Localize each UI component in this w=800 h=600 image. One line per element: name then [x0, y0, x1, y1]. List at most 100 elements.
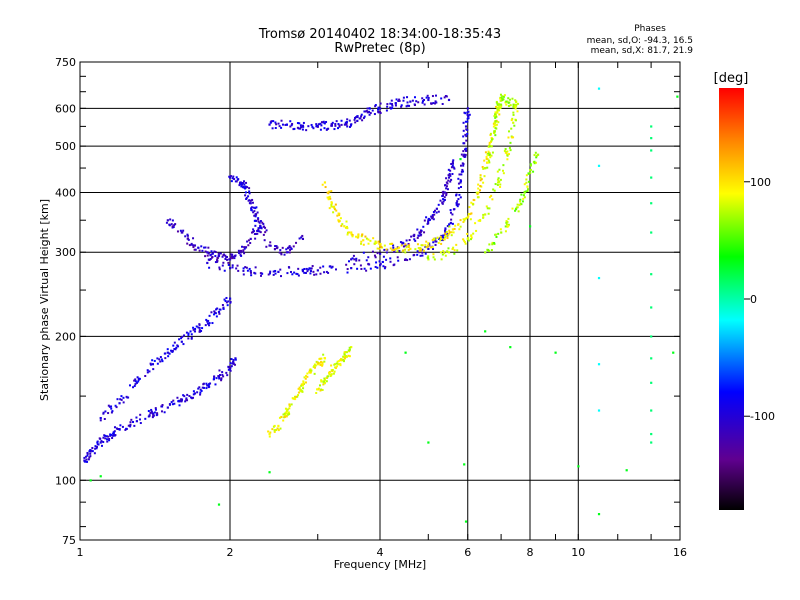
data-point [209, 254, 212, 257]
data-point [533, 162, 536, 165]
data-point [204, 324, 207, 327]
data-point [257, 227, 260, 230]
data-point [389, 247, 392, 250]
data-point [421, 248, 424, 251]
data-point [597, 363, 601, 366]
data-point [231, 257, 234, 260]
data-point [440, 239, 443, 242]
data-point [442, 193, 445, 196]
data-point [265, 245, 268, 248]
data-point [476, 193, 479, 196]
data-point [217, 252, 220, 255]
data-point [499, 185, 502, 188]
data-point [269, 431, 272, 434]
data-point [313, 364, 316, 367]
data-point [331, 121, 334, 124]
data-point [461, 168, 464, 171]
data-point [171, 350, 174, 353]
data-point [198, 329, 201, 332]
data-point [150, 408, 153, 411]
data-point [509, 141, 512, 144]
data-point [301, 268, 304, 271]
data-point [217, 375, 220, 378]
data-point [192, 237, 195, 240]
data-point [197, 387, 200, 390]
data-point [440, 258, 443, 261]
data-point [465, 217, 468, 220]
data-point [328, 207, 331, 210]
data-point [269, 244, 272, 247]
data-point [306, 372, 309, 375]
data-point [280, 275, 283, 278]
data-point [256, 211, 259, 214]
data-point [268, 435, 271, 438]
data-point [292, 245, 295, 248]
data-point [427, 256, 430, 259]
data-point [337, 360, 340, 363]
data-point [375, 261, 378, 264]
data-point [324, 381, 327, 384]
data-point [494, 113, 497, 116]
data-point [452, 159, 455, 162]
data-point [490, 139, 493, 142]
data-point [500, 103, 503, 106]
data-point [240, 185, 243, 188]
data-point [393, 250, 396, 253]
data-point [506, 150, 509, 153]
data-point [259, 226, 262, 229]
data-point [249, 270, 252, 273]
data-point [359, 264, 362, 267]
data-point [426, 94, 429, 97]
data-point [259, 225, 262, 228]
data-point [383, 267, 386, 270]
data-point [441, 235, 444, 238]
data-point [253, 233, 256, 236]
data-point [364, 235, 367, 238]
data-point [242, 185, 245, 188]
data-point [436, 236, 439, 239]
data-point [425, 240, 428, 243]
data-point [317, 387, 320, 390]
data-point [343, 351, 346, 354]
data-point [91, 446, 94, 449]
data-point [221, 264, 224, 267]
data-point [213, 375, 216, 378]
data-point [457, 223, 460, 226]
data-point [205, 318, 208, 321]
data-point [463, 241, 466, 244]
data-point [319, 128, 322, 131]
data-point [183, 395, 186, 398]
data-point [188, 395, 191, 398]
data-point [208, 322, 211, 325]
data-point [449, 221, 452, 224]
data-point [137, 377, 140, 380]
data-point [507, 97, 510, 100]
data-point [430, 215, 433, 218]
data-point [496, 170, 499, 173]
data-point [262, 225, 265, 228]
data-point [491, 243, 494, 246]
data-point [378, 247, 381, 250]
data-point [379, 111, 382, 114]
data-point [285, 248, 288, 251]
data-point [447, 232, 450, 235]
data-point [487, 150, 490, 153]
data-point [109, 433, 112, 436]
data-point [497, 102, 500, 105]
data-point [229, 369, 232, 372]
data-point [95, 445, 98, 448]
data-point [501, 99, 504, 102]
data-point [279, 249, 282, 252]
data-point [199, 393, 202, 396]
data-point [402, 249, 405, 252]
data-point [490, 194, 493, 197]
data-point [133, 379, 136, 382]
data-point [244, 266, 247, 269]
data-point [180, 400, 183, 403]
data-point [226, 258, 229, 261]
data-point [514, 105, 517, 108]
data-point [132, 386, 135, 389]
data-point [331, 265, 334, 268]
data-point [446, 232, 449, 235]
data-point [507, 217, 510, 220]
